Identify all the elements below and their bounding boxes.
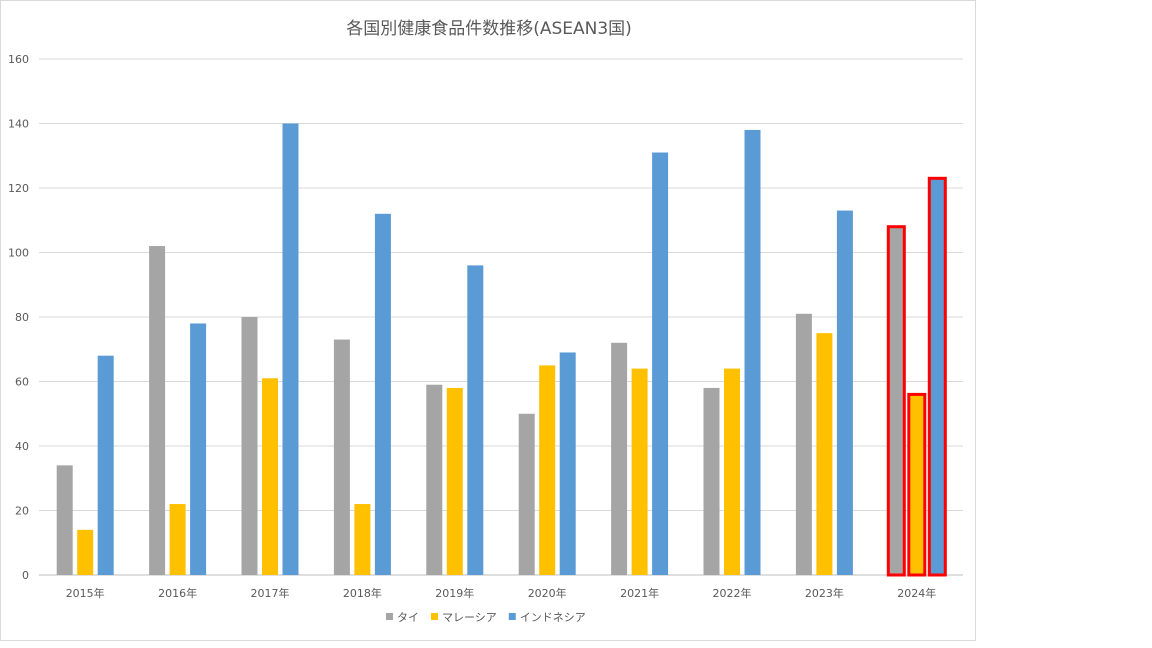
bar-indonesia <box>282 123 299 575</box>
x-axis-ticks: 2015年 2016年 2017年 2018年 2019年 2020年 2021年 2022年… <box>66 586 937 600</box>
y-tick-label: 120 <box>8 182 29 195</box>
bar-indonesia <box>652 152 669 575</box>
x-tick-label: 2022年 <box>713 586 752 600</box>
x-tick-label: 2021年 <box>620 586 659 600</box>
bar-thai <box>795 313 812 575</box>
bar-malaysia <box>631 368 648 575</box>
chart-frame: 各国別健康食品件数推移(ASEAN3国) 0 20 40 60 80 100 120 140 1… <box>0 0 976 641</box>
bar-thai <box>333 339 350 575</box>
legend-label: インドネシア <box>520 611 586 624</box>
bar-layer <box>56 123 947 577</box>
y-tick-label: 80 <box>15 311 29 324</box>
bar-indonesia <box>190 323 207 575</box>
bar-malaysia <box>816 333 833 575</box>
x-tick-label: 2015年 <box>66 586 105 600</box>
bar-malaysia <box>907 392 927 577</box>
y-tick-label: 20 <box>15 505 29 518</box>
legend-label: タイ <box>397 611 419 624</box>
bar-malaysia <box>169 504 186 575</box>
y-tick-label: 0 <box>22 569 29 582</box>
y-tick-label: 100 <box>8 247 29 260</box>
bar-thai <box>611 342 628 575</box>
bar-malaysia <box>539 365 556 575</box>
legend-label: マレーシア <box>442 611 497 624</box>
bar-indonesia <box>374 213 391 576</box>
y-tick-label: 160 <box>8 53 29 66</box>
bar-indonesia <box>836 210 853 575</box>
bar-malaysia <box>77 529 94 575</box>
bar-thai <box>518 413 535 575</box>
bar-indonesia <box>467 265 484 575</box>
bar-thai <box>56 465 73 575</box>
chart-svg: 各国別健康食品件数推移(ASEAN3国) 0 20 40 60 80 100 120 140 1… <box>8 19 963 624</box>
bar-thai <box>886 225 906 577</box>
x-tick-label: 2024年 <box>897 586 936 600</box>
bar-indonesia <box>744 129 761 575</box>
bar-malaysia <box>724 368 740 575</box>
y-tick-label: 140 <box>8 118 29 131</box>
y-tick-label: 40 <box>15 440 29 453</box>
x-tick-label: 2023年 <box>805 586 844 600</box>
x-tick-label: 2016年 <box>158 586 197 600</box>
bar-thai <box>241 317 258 575</box>
x-tick-label: 2020年 <box>528 586 567 600</box>
bar-indonesia <box>927 176 947 577</box>
bar-indonesia <box>97 355 114 575</box>
bar-thai <box>426 384 443 575</box>
bar-malaysia <box>262 378 278 575</box>
bar-malaysia <box>446 387 463 575</box>
y-axis-ticks: 0 20 40 60 80 100 120 140 160 <box>8 53 29 582</box>
chart-title: 各国別健康食品件数推移(ASEAN3国) <box>346 19 632 39</box>
x-tick-label: 2019年 <box>435 586 474 600</box>
y-tick-label: 60 <box>15 376 29 389</box>
legend: タイ マレーシア インドネシア <box>386 611 586 624</box>
bar-indonesia <box>559 352 576 575</box>
x-tick-label: 2017年 <box>251 586 290 600</box>
bar-thai <box>703 387 720 575</box>
bar-malaysia <box>354 504 371 575</box>
x-tick-label: 2018年 <box>343 586 382 600</box>
legend-swatch <box>508 613 516 620</box>
legend-swatch <box>431 613 438 620</box>
bar-thai <box>149 246 166 576</box>
legend-swatch <box>386 613 393 620</box>
